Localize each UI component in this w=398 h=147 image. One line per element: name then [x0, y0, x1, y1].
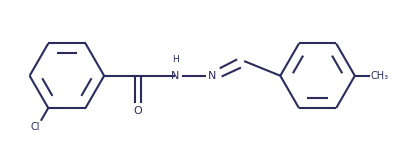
Text: Cl: Cl — [30, 122, 40, 132]
Text: N: N — [171, 71, 179, 81]
Text: N: N — [209, 71, 217, 81]
Text: O: O — [134, 106, 142, 116]
Text: CH₃: CH₃ — [371, 71, 389, 81]
Text: H: H — [172, 55, 179, 65]
